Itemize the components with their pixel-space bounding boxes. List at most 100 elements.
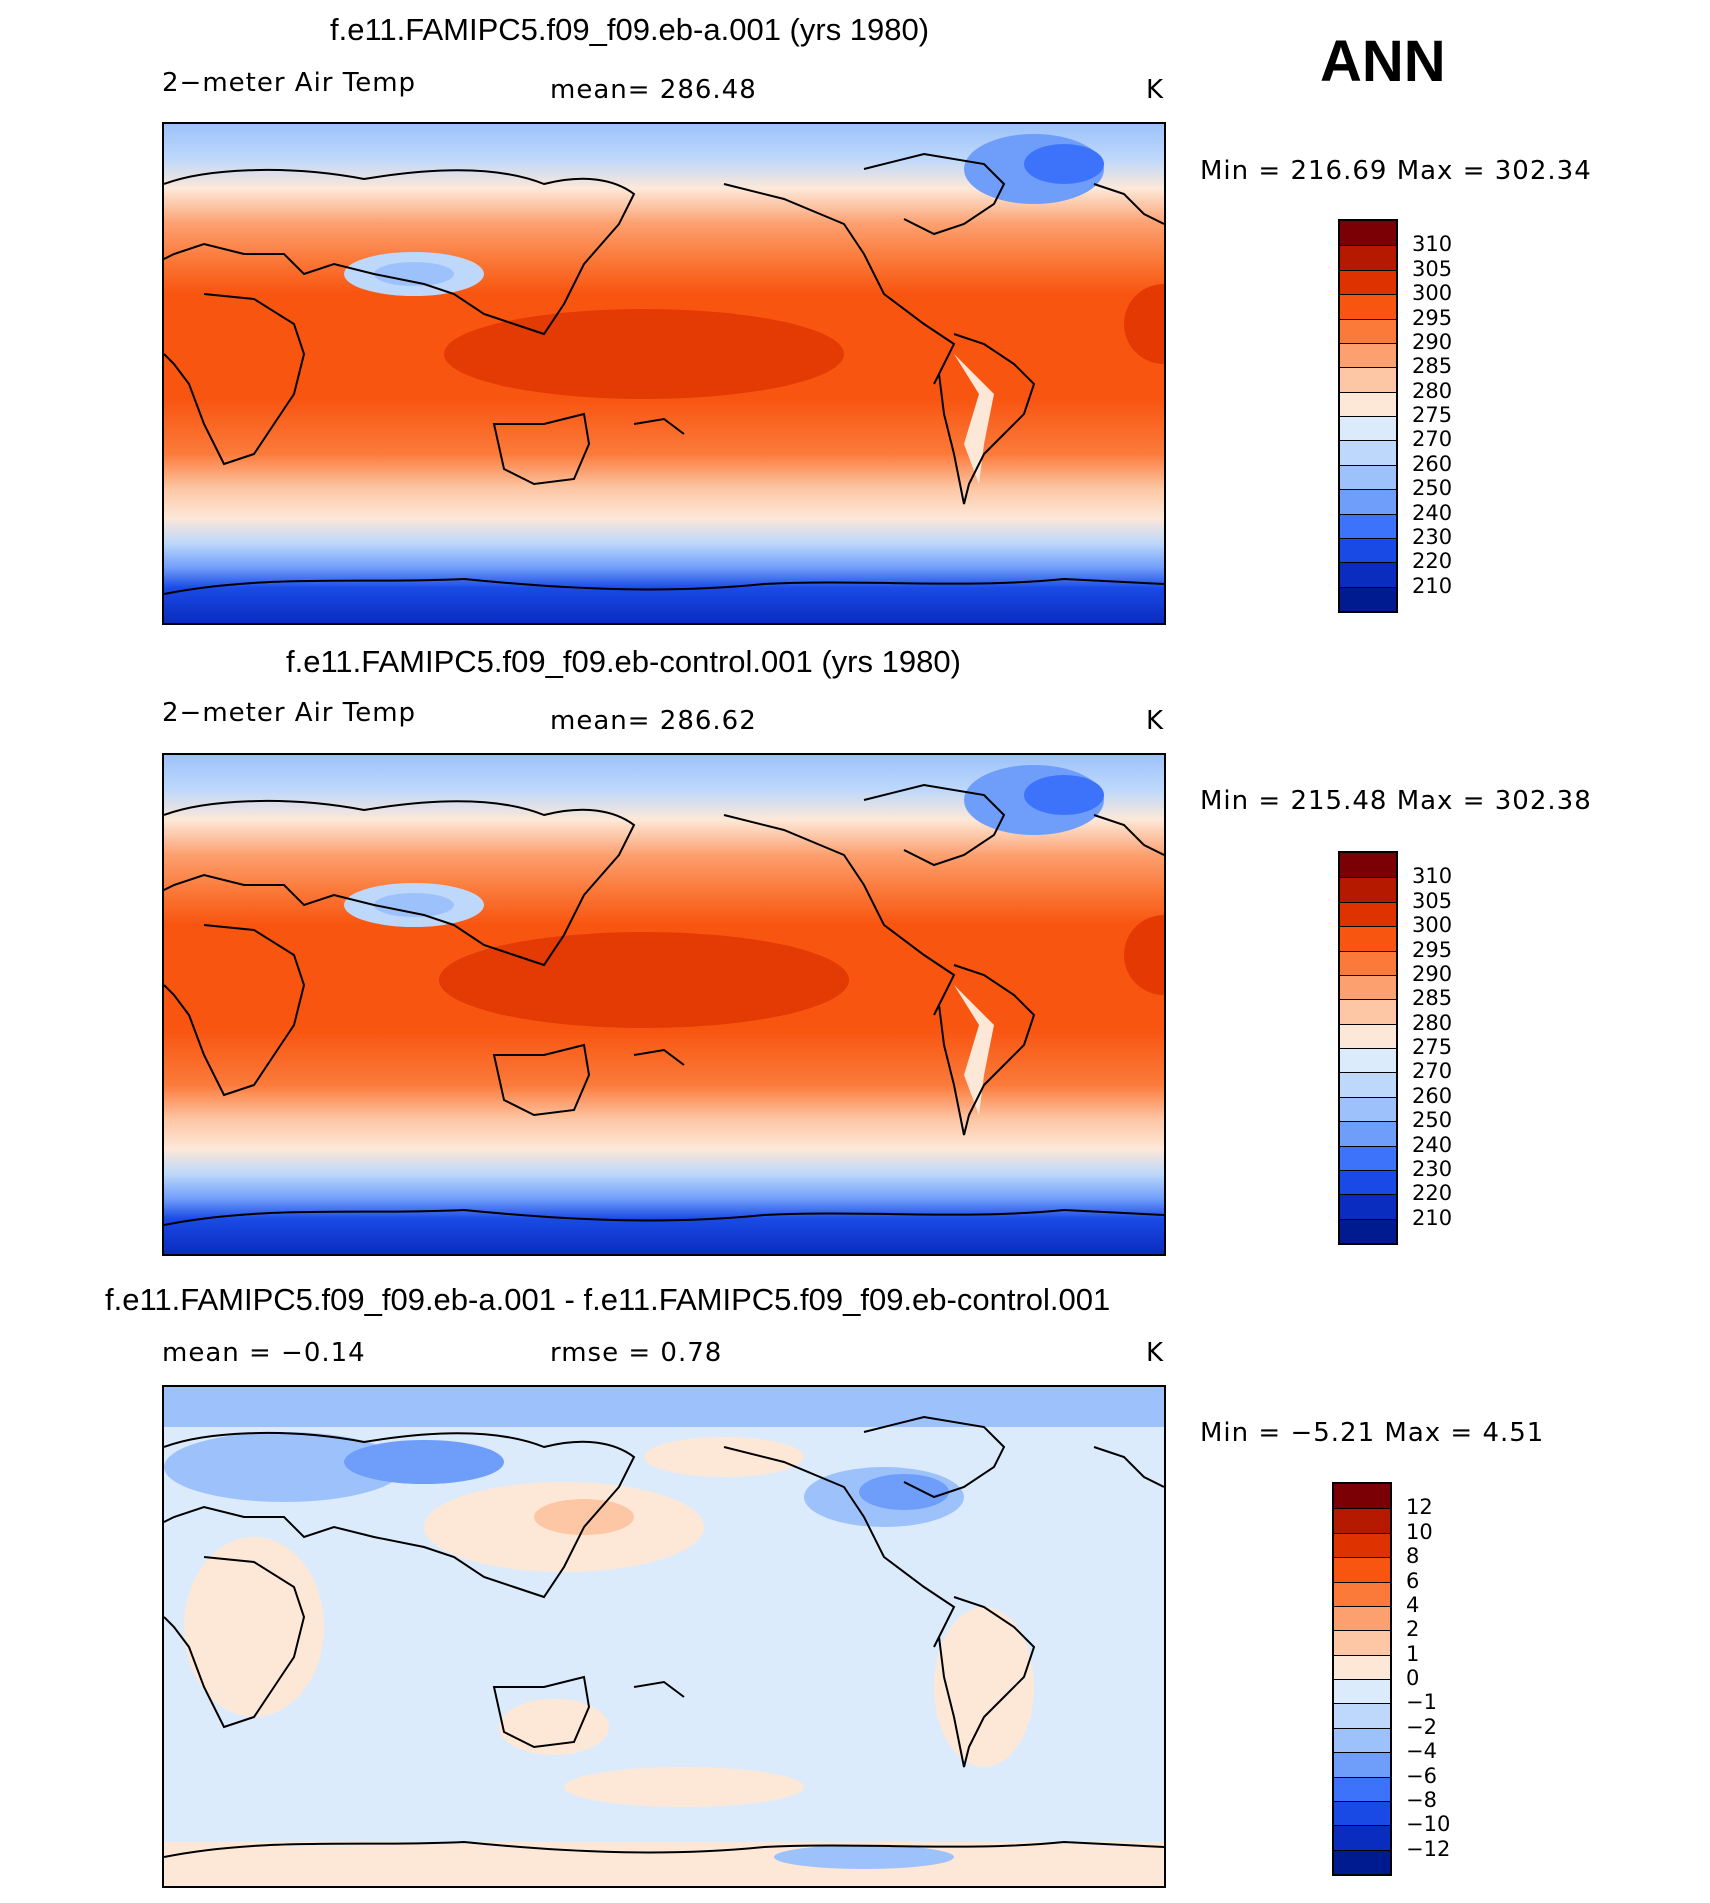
colorbar-swatch — [1340, 586, 1396, 611]
colorbar-tick-label: 300 — [1412, 913, 1453, 938]
colorbar-tick-label: 240 — [1412, 500, 1453, 525]
panel2-title: f.e11.FAMIPC5.f09_f09.eb-control.001 (yr… — [286, 644, 961, 679]
colorbar-tick-label: 0 — [1406, 1666, 1420, 1690]
colorbar-tick-label: 290 — [1412, 329, 1453, 354]
colorbar-swatch — [1334, 1557, 1390, 1582]
colorbar-tick-label: 2 — [1406, 1617, 1420, 1642]
panel3-title: f.e11.FAMIPC5.f09_f09.eb-a.001 - f.e11.F… — [105, 1282, 1111, 1317]
colorbar-tick-label: 270 — [1412, 427, 1453, 452]
colorbar-tick-label: 285 — [1412, 986, 1453, 1011]
panel2-units-label: K — [1146, 706, 1165, 736]
season-label: ANN — [1320, 29, 1446, 94]
colorbar-tick-label: 300 — [1412, 281, 1453, 306]
colorbar-tick-label: 280 — [1412, 1010, 1453, 1035]
colorbar-swatch — [1340, 877, 1396, 902]
colorbar-tick-label: 230 — [1412, 524, 1453, 549]
colorbar-tick-label: 260 — [1412, 451, 1453, 476]
colorbar-swatch — [1334, 1484, 1390, 1509]
panel1-units-label: K — [1146, 75, 1165, 105]
colorbar-swatch — [1340, 950, 1396, 975]
colorbar-swatch — [1334, 1825, 1390, 1850]
colorbar-swatch — [1340, 537, 1396, 563]
colorbar-swatch — [1334, 1800, 1390, 1826]
colorbar-swatch — [1340, 1169, 1396, 1195]
colorbar-swatch — [1340, 999, 1396, 1024]
colorbar-swatch — [1334, 1508, 1390, 1533]
colorbar-swatch — [1340, 489, 1396, 514]
colorbar-tick-label: 295 — [1412, 937, 1453, 962]
panel2-variable-label: 2−meter Air Temp — [162, 698, 417, 728]
colorbar-swatch — [1340, 1023, 1396, 1048]
colorbar-tick-label: −4 — [1406, 1739, 1437, 1764]
colorbar-tick-label: 280 — [1412, 378, 1453, 403]
panel3-map — [162, 1385, 1166, 1888]
colorbar-swatch — [1340, 269, 1396, 295]
panel1-variable-label: 2−meter Air Temp — [162, 68, 417, 98]
colorbar-swatch — [1334, 1752, 1390, 1777]
colorbar-tick-label: −6 — [1406, 1763, 1437, 1788]
colorbar-tick-label: −8 — [1406, 1787, 1437, 1812]
colorbar-swatch — [1340, 391, 1396, 416]
colorbar-tick-label: 240 — [1412, 1132, 1453, 1157]
colorbar-tick-label: 275 — [1412, 1035, 1453, 1059]
colorbar-swatch — [1340, 1048, 1396, 1073]
colorbar-swatch — [1340, 1145, 1396, 1170]
colorbar-tick-label: 275 — [1412, 403, 1453, 427]
colorbar-tick-label: −12 — [1406, 1836, 1451, 1861]
colorbar-swatch — [1340, 1072, 1396, 1097]
colorbar-swatch — [1340, 464, 1396, 490]
panel3-units-label: K — [1146, 1338, 1165, 1368]
colorbar-tick-label: 8 — [1406, 1544, 1420, 1569]
colorbar-tick-label: 1 — [1406, 1641, 1420, 1666]
colorbar-swatch — [1340, 901, 1396, 927]
colorbar-swatch — [1340, 1218, 1396, 1243]
colorbar-swatch — [1334, 1727, 1390, 1753]
colorbar-swatch — [1334, 1581, 1390, 1606]
panel2-mean-label: mean= 286.62 — [550, 706, 757, 736]
colorbar-tick-label: 220 — [1412, 549, 1453, 574]
colorbar-swatch — [1340, 294, 1396, 319]
colorbar-swatch — [1340, 926, 1396, 951]
panel3-mean-label: mean = −0.14 — [162, 1338, 366, 1368]
colorbar-tick-label: 250 — [1412, 1108, 1453, 1133]
colorbar-tick-label: 10 — [1406, 1519, 1433, 1544]
colorbar-swatch — [1334, 1654, 1390, 1679]
colorbar-tick-label: 310 — [1412, 232, 1453, 257]
colorbar-tick-label: 285 — [1412, 354, 1453, 379]
panel3-difference-field — [164, 1387, 1164, 1886]
panel2-colorbar — [1338, 851, 1398, 1245]
panel1-colorbar — [1338, 219, 1398, 613]
colorbar-tick-label: 295 — [1412, 305, 1453, 330]
panel3-colorbar — [1332, 1482, 1392, 1876]
colorbar-tick-label: 305 — [1412, 888, 1453, 913]
colorbar-swatch — [1340, 1096, 1396, 1122]
colorbar-tick-label: −10 — [1406, 1812, 1451, 1837]
panel1-map — [162, 122, 1166, 625]
panel3-minmax-label: Min = −5.21 Max = 4.51 — [1200, 1418, 1545, 1448]
colorbar-tick-label: −2 — [1406, 1714, 1437, 1739]
colorbar-tick-label: 210 — [1412, 573, 1453, 598]
colorbar-swatch — [1334, 1605, 1390, 1631]
colorbar-tick-label: 230 — [1412, 1156, 1453, 1181]
colorbar-swatch — [1340, 342, 1396, 368]
colorbar-swatch — [1340, 562, 1396, 587]
colorbar-tick-label: 260 — [1412, 1083, 1453, 1108]
colorbar-tick-label: 4 — [1406, 1592, 1420, 1617]
colorbar-tick-label: 290 — [1412, 961, 1453, 986]
colorbar-swatch — [1340, 245, 1396, 270]
panel1-temperature-field — [164, 124, 1164, 623]
colorbar-swatch — [1340, 367, 1396, 392]
panel1-title: f.e11.FAMIPC5.f09_f09.eb-a.001 (yrs 1980… — [330, 12, 930, 47]
colorbar-tick-label: 220 — [1412, 1181, 1453, 1206]
colorbar-tick-label: 305 — [1412, 256, 1453, 281]
colorbar-swatch — [1340, 1121, 1396, 1146]
panel2-minmax-label: Min = 215.48 Max = 302.38 — [1200, 786, 1592, 816]
colorbar-swatch — [1334, 1630, 1390, 1655]
colorbar-swatch — [1340, 221, 1396, 246]
colorbar-swatch — [1334, 1703, 1390, 1728]
colorbar-swatch — [1334, 1532, 1390, 1558]
colorbar-tick-label: 6 — [1406, 1568, 1420, 1593]
colorbar-swatch — [1340, 318, 1396, 343]
panel1-minmax-label: Min = 216.69 Max = 302.34 — [1200, 156, 1592, 186]
panel3-rmse-label: rmse = 0.78 — [550, 1338, 723, 1368]
